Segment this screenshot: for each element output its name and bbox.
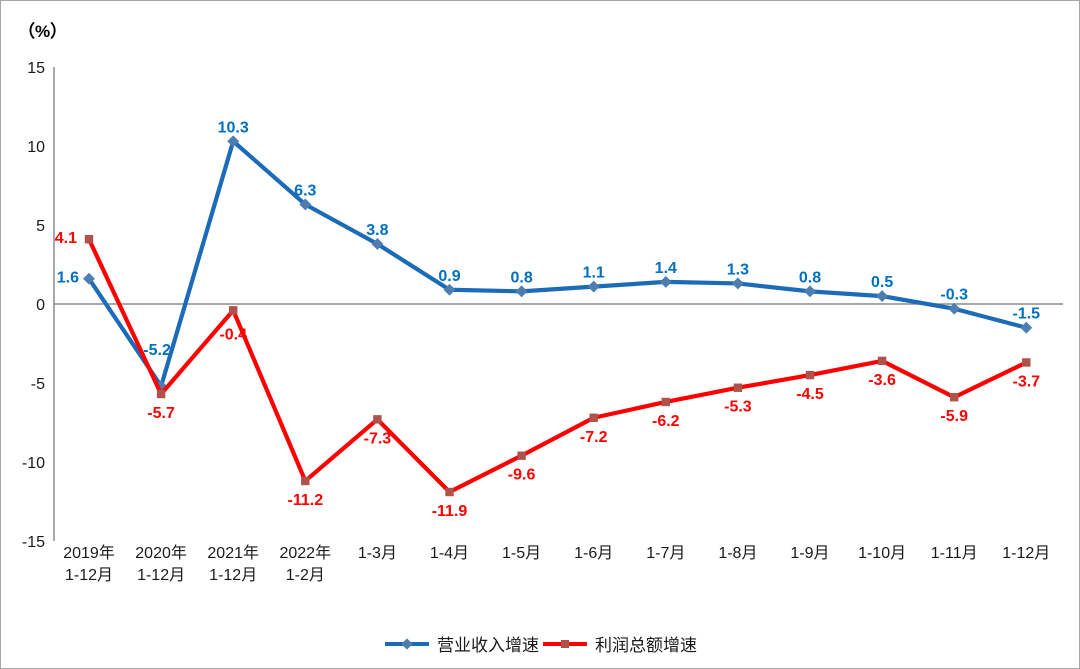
y-tick-label: 0 xyxy=(36,297,45,314)
data-label: -6.2 xyxy=(652,413,680,430)
data-point-marker xyxy=(589,413,598,422)
x-tick-label: 1-6月 xyxy=(574,545,613,562)
data-label: 1.3 xyxy=(727,261,749,278)
data-point-marker xyxy=(876,290,889,303)
data-label: -9.6 xyxy=(508,467,536,484)
x-tick-label: 2019年 1-12月 xyxy=(63,544,115,584)
data-label: -11.2 xyxy=(288,492,324,509)
data-point-marker xyxy=(84,235,94,244)
data-label: -3.6 xyxy=(868,372,896,389)
legend-swatch-profit-line-icon xyxy=(543,639,587,648)
x-tick-label: 2020年 1-12月 xyxy=(135,544,187,584)
data-point-marker xyxy=(805,370,815,380)
y-tick-label: 10 xyxy=(27,139,45,156)
x-tick-label: 2021年 1-12月 xyxy=(207,544,259,584)
data-point-marker xyxy=(950,393,959,402)
data-label: 1.4 xyxy=(655,260,677,277)
data-point-marker xyxy=(517,451,526,460)
data-point-marker xyxy=(659,275,672,288)
data-label: 10.3 xyxy=(218,119,249,136)
y-tick-label: -10 xyxy=(22,455,45,472)
data-label: 1.1 xyxy=(583,265,605,282)
series-line-revenue xyxy=(86,139,1029,389)
data-label: 0.5 xyxy=(871,274,893,291)
data-point-marker xyxy=(587,280,600,293)
data-point-marker xyxy=(515,285,528,298)
data-label: 0.8 xyxy=(510,269,532,286)
data-point-marker xyxy=(733,383,743,392)
y-tick-label: 15 xyxy=(27,60,45,77)
data-point-marker xyxy=(1022,358,1031,367)
data-point-marker xyxy=(804,285,816,298)
data-label: -5.9 xyxy=(940,408,968,425)
x-tick-label: 1-11月 xyxy=(931,545,978,562)
data-label: 1.6 xyxy=(57,270,79,287)
data-label: -3.7 xyxy=(1013,373,1041,390)
data-point-marker xyxy=(373,415,382,424)
data-point-marker xyxy=(1020,321,1033,334)
legend-swatch-revenue-line-icon xyxy=(385,637,429,650)
legend-item-profit: 利润总额增速 xyxy=(541,631,697,656)
data-point-marker xyxy=(731,277,744,290)
data-label: -11.9 xyxy=(432,503,468,520)
data-label: -5.3 xyxy=(724,399,752,416)
data-point-marker xyxy=(877,356,887,366)
y-tick-label: -15 xyxy=(22,534,45,551)
data-label: -1.5 xyxy=(1013,306,1041,323)
x-tick-label: 1-12月 xyxy=(1002,545,1050,562)
data-label: -5.2 xyxy=(143,342,171,359)
data-label: 0.9 xyxy=(438,268,460,285)
data-label: -7.3 xyxy=(364,430,392,447)
data-point-marker xyxy=(156,389,166,399)
data-label: 6.3 xyxy=(294,182,316,199)
data-label: -4.5 xyxy=(796,386,824,403)
data-label: -7.2 xyxy=(580,429,608,446)
data-label: -5.7 xyxy=(147,405,175,422)
x-tick-label: 1-9月 xyxy=(790,545,829,562)
legend-label-revenue: 营业收入增速 xyxy=(437,636,539,655)
data-label: 0.8 xyxy=(799,269,821,286)
data-label: 3.8 xyxy=(366,222,388,239)
y-axis-unit-label: （%） xyxy=(18,22,68,41)
data-point-marker xyxy=(661,397,670,407)
x-tick-label: 1-5月 xyxy=(502,545,541,562)
y-tick-label: 5 xyxy=(36,218,45,235)
data-point-marker xyxy=(445,487,454,497)
data-point-marker xyxy=(229,306,238,315)
y-tick-label: -5 xyxy=(31,376,45,393)
x-tick-label: 1-3月 xyxy=(358,545,397,562)
x-tick-label: 1-4月 xyxy=(430,545,469,562)
x-tick-label: 1-10月 xyxy=(858,545,906,562)
data-label: -0.3 xyxy=(940,287,968,304)
data-label: 4.1 xyxy=(55,230,77,247)
x-tick-label: 1-8月 xyxy=(718,545,757,562)
legend: 营业收入增速 利润总额增速 xyxy=(1,631,1079,656)
data-point-marker xyxy=(301,476,310,486)
legend-label-profit: 利润总额增速 xyxy=(595,636,697,655)
data-label: -0.4 xyxy=(219,326,247,343)
x-tick-label: 1-7月 xyxy=(646,545,685,562)
x-tick-label: 2022年 1-2月 xyxy=(279,544,331,584)
legend-item-revenue: 营业收入增速 xyxy=(383,631,539,656)
series-line-profit xyxy=(86,237,1029,495)
